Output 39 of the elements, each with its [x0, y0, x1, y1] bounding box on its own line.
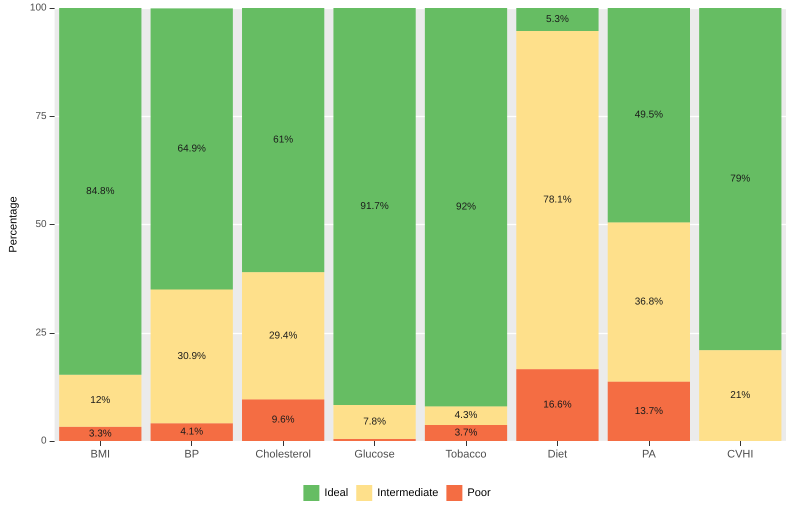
x-tick-label: CVHI	[727, 448, 754, 460]
data-label: 5.3%	[546, 14, 569, 25]
legend-label: Poor	[467, 487, 491, 499]
data-label: 13.7%	[634, 406, 664, 417]
data-label: 16.6%	[543, 400, 572, 411]
data-label: 3.3%	[88, 428, 112, 440]
data-label: 91.7%	[360, 201, 389, 212]
data-label: 7.8%	[363, 416, 386, 428]
y-tick-label: 25	[35, 327, 48, 338]
x-tick-label: PA	[642, 448, 656, 460]
data-label: 79%	[730, 174, 750, 185]
x-tick-label: Glucose	[354, 448, 395, 460]
y-axis-title: Percentage	[8, 196, 20, 253]
x-tick-label: Tobacco	[446, 448, 486, 460]
data-label: 3.7%	[454, 427, 478, 438]
y-tick-label: 100	[30, 2, 48, 14]
data-label: 4.1%	[180, 426, 204, 438]
x-tick-label: Diet	[548, 448, 568, 460]
data-label: 4.3%	[454, 410, 478, 422]
legend-label: Intermediate	[377, 487, 438, 499]
y-tick-label: 75	[35, 110, 48, 122]
x-tick-label: BP	[184, 448, 200, 460]
data-label: 61%	[273, 134, 294, 146]
y-tick-label: 50	[35, 219, 48, 230]
data-label: 64.9%	[178, 143, 206, 154]
data-label: 49.5%	[634, 110, 664, 121]
data-label: 78.1%	[543, 194, 572, 206]
data-label: 92%	[456, 202, 476, 213]
data-label: 30.9%	[178, 350, 206, 362]
data-label: 21%	[730, 390, 750, 402]
data-label: 36.8%	[634, 296, 664, 308]
data-label: 12%	[90, 395, 110, 406]
legend-label: Ideal	[324, 487, 348, 499]
x-tick-label: Cholesterol	[255, 448, 311, 460]
x-tick-label: BMI	[90, 448, 110, 460]
data-label: 29.4%	[268, 330, 298, 342]
data-label: 9.6%	[272, 414, 295, 426]
data-label: 84.8%	[86, 186, 115, 197]
y-tick-label: 0	[41, 436, 48, 446]
